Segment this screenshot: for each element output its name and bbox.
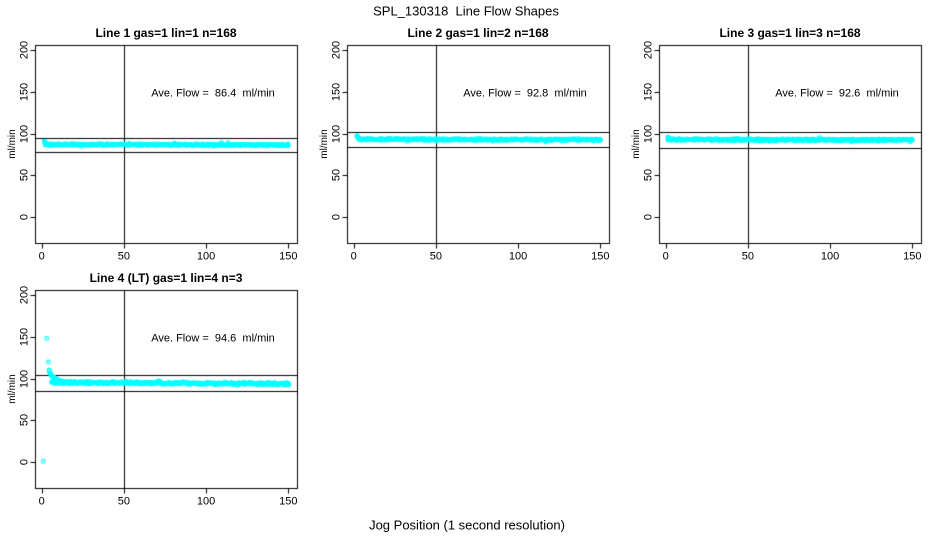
plot-3-title: Line 3 gas=1 lin=3 n=168 [719,26,861,40]
plot-2-title: Line 2 gas=1 lin=2 n=168 [407,26,549,40]
y-tick-label: 100 [18,124,31,143]
y-tick-label: 150 [642,82,655,101]
x-tick-label: 0 [662,250,669,263]
figure-title: SPL_130318 Line Flow Shapes [373,3,559,19]
y-tick-label: 50 [330,169,343,182]
x-tick-label: 150 [591,250,610,263]
x-tick-label: 100 [196,250,216,263]
plot-4-y-axis-label: ml/min [7,374,18,404]
x-tick-label: 0 [350,250,357,263]
x-tick-label: 0 [38,250,45,263]
y-tick-label: 100 [330,124,343,143]
x-tick-label: 150 [279,495,298,508]
y-tick-label: 100 [18,369,31,388]
y-tick-label: 50 [18,169,31,182]
y-tick-label: 200 [330,40,343,60]
x-tick-label: 50 [741,250,755,263]
plot-1-ave-flow-annotation: Ave. Flow = 86.4 ml/min [151,87,275,100]
x-tick-label: 0 [38,495,45,508]
y-tick-label: 200 [18,285,31,305]
y-tick-label: 50 [642,169,655,182]
plot-3-ave-flow-annotation: Ave. Flow = 92.6 ml/min [775,87,899,100]
x-tick-label: 50 [117,250,131,263]
x-tick-label: 100 [196,495,216,508]
x-tick-label: 150 [279,250,298,263]
y-tick-label: 100 [642,124,655,143]
y-tick-label: 200 [642,40,655,60]
plot-2-y-axis-label: ml/min [319,129,330,159]
x-tick-label: 150 [903,250,922,263]
plot-4-ave-flow-annotation: Ave. Flow = 94.6 ml/min [151,332,275,345]
plot-4-title: Line 4 (LT) gas=1 lin=4 n=3 [89,271,243,285]
y-tick-label: 150 [18,82,31,101]
plot-1-title: Line 1 gas=1 lin=1 n=168 [95,26,237,40]
y-tick-label: 150 [18,327,31,346]
y-tick-label: 0 [18,214,31,221]
x-tick-label: 50 [117,495,131,508]
y-tick-label: 0 [642,214,655,221]
x-tick-label: 100 [820,250,840,263]
y-tick-label: 50 [18,414,31,427]
y-tick-label: 0 [18,459,31,466]
y-tick-label: 200 [18,40,31,60]
x-tick-label: 100 [508,250,528,263]
y-tick-label: 0 [330,214,343,221]
plot-1-y-axis-label: ml/min [7,129,18,159]
y-tick-label: 150 [330,82,343,101]
x-axis-label: Jog Position (1 second resolution) [369,517,565,533]
plot-2-ave-flow-annotation: Ave. Flow = 92.8 ml/min [463,87,587,100]
x-tick-label: 50 [429,250,443,263]
plot-3-y-axis-label: ml/min [631,129,642,159]
